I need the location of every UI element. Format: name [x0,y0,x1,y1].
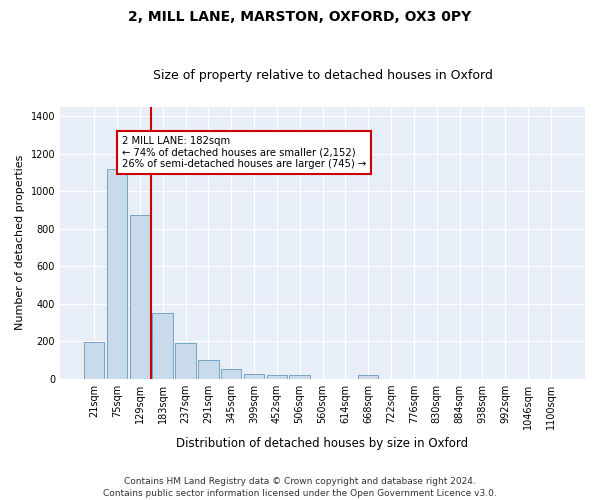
Bar [358,375,379,378]
Bar [289,375,310,378]
Bar [266,375,287,378]
Text: 2 MILL LANE: 182sqm
← 74% of detached houses are smaller (2,152)
26% of semi-det: 2 MILL LANE: 182sqm ← 74% of detached ho… [122,136,366,169]
Bar [198,360,218,378]
Bar [84,342,104,378]
X-axis label: Distribution of detached houses by size in Oxford: Distribution of detached houses by size … [176,437,469,450]
Bar [221,369,241,378]
Y-axis label: Number of detached properties: Number of detached properties [15,155,25,330]
Text: 2, MILL LANE, MARSTON, OXFORD, OX3 0PY: 2, MILL LANE, MARSTON, OXFORD, OX3 0PY [128,10,472,24]
Title: Size of property relative to detached houses in Oxford: Size of property relative to detached ho… [152,69,493,82]
Bar [107,168,127,378]
Bar [152,313,173,378]
Text: Contains HM Land Registry data © Crown copyright and database right 2024.
Contai: Contains HM Land Registry data © Crown c… [103,476,497,498]
Bar [175,343,196,378]
Bar [244,374,264,378]
Bar [130,216,150,378]
